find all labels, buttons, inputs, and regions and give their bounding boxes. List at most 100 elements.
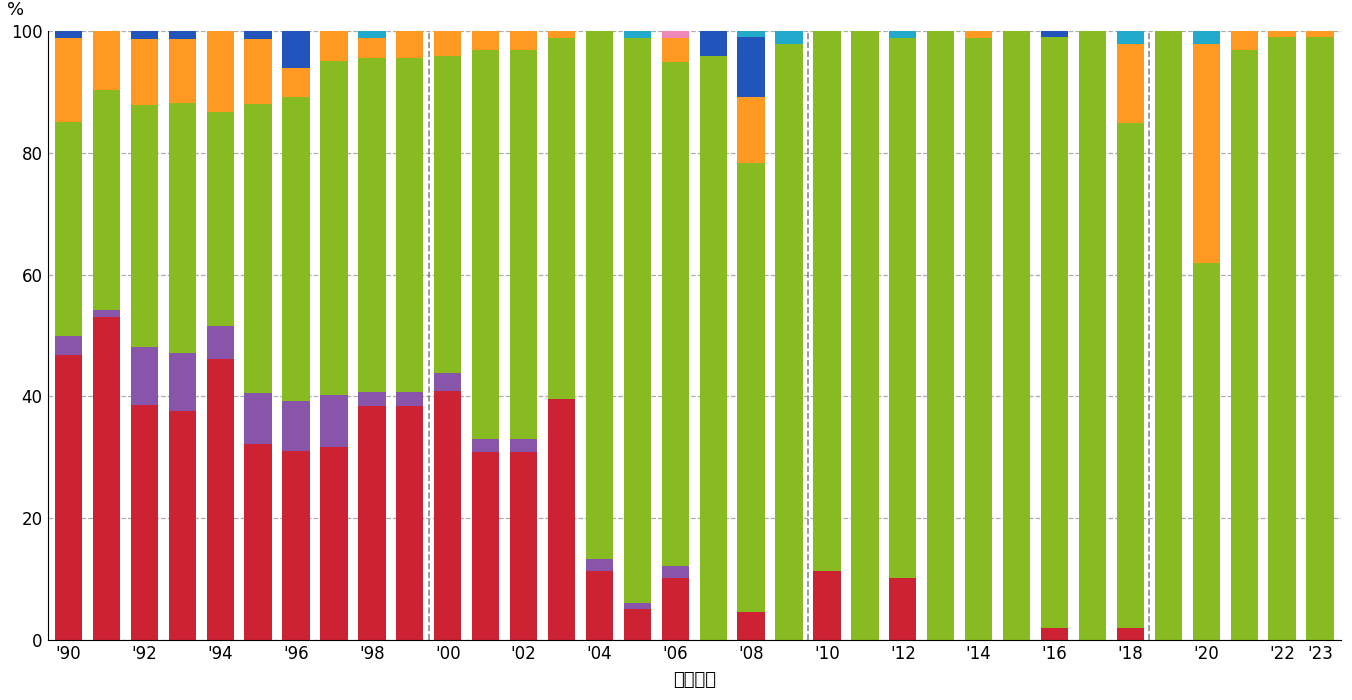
Bar (358, 406, 385, 640)
Bar (737, 37, 765, 97)
Bar (396, 58, 423, 393)
Bar (358, 58, 385, 393)
Bar (396, 406, 423, 640)
Bar (283, 400, 310, 452)
Bar (131, 105, 158, 346)
Bar (1268, 32, 1295, 38)
Bar (1268, 38, 1295, 640)
Bar (131, 38, 158, 105)
Bar (55, 122, 82, 335)
Bar (623, 32, 652, 38)
Bar (814, 32, 841, 571)
Bar (207, 111, 234, 326)
Bar (585, 559, 612, 571)
Bar (1041, 32, 1068, 38)
Bar (623, 609, 652, 640)
Bar (358, 393, 385, 406)
Bar (207, 359, 234, 640)
Bar (548, 32, 575, 38)
Bar (1230, 50, 1257, 640)
Bar (699, 56, 727, 640)
Bar (1192, 32, 1220, 43)
Bar (93, 310, 120, 317)
Bar (1306, 32, 1333, 38)
Bar (434, 56, 461, 373)
Bar (320, 32, 347, 61)
Bar (472, 439, 499, 452)
Bar (320, 395, 347, 447)
Bar (169, 38, 196, 103)
Bar (737, 163, 765, 612)
X-axis label: （年度）: （年度） (673, 671, 715, 689)
Bar (169, 32, 196, 38)
Bar (1155, 32, 1182, 640)
Bar (283, 452, 310, 640)
Bar (1079, 32, 1106, 640)
Bar (169, 411, 196, 640)
Bar (1041, 627, 1068, 640)
Bar (1117, 43, 1144, 122)
Bar (927, 32, 955, 640)
Bar (585, 32, 612, 559)
Bar (661, 578, 690, 640)
Bar (737, 612, 765, 640)
Bar (1117, 122, 1144, 627)
Bar (510, 452, 537, 640)
Bar (776, 32, 803, 43)
Bar (358, 38, 385, 58)
Bar (623, 603, 652, 609)
Bar (890, 38, 917, 577)
Bar (661, 32, 690, 38)
Bar (1192, 43, 1220, 262)
Bar (434, 32, 461, 56)
Bar (852, 32, 879, 640)
Bar (396, 32, 423, 58)
Bar (890, 578, 917, 640)
Bar (472, 452, 499, 640)
Bar (623, 38, 652, 603)
Y-axis label: %: % (7, 1, 24, 19)
Bar (131, 32, 158, 38)
Bar (737, 32, 765, 37)
Bar (890, 32, 917, 38)
Bar (93, 90, 120, 310)
Bar (245, 104, 272, 393)
Bar (169, 103, 196, 354)
Bar (1117, 627, 1144, 640)
Bar (548, 399, 575, 640)
Bar (965, 38, 992, 640)
Bar (434, 391, 461, 640)
Bar (548, 38, 575, 399)
Bar (55, 335, 82, 355)
Bar (661, 62, 690, 566)
Bar (396, 393, 423, 406)
Bar (510, 50, 537, 439)
Bar (510, 32, 537, 50)
Bar (131, 346, 158, 405)
Bar (93, 317, 120, 640)
Bar (320, 61, 347, 395)
Bar (661, 38, 690, 62)
Bar (55, 38, 82, 122)
Bar (131, 405, 158, 640)
Bar (55, 355, 82, 640)
Bar (283, 97, 310, 400)
Bar (585, 571, 612, 640)
Bar (207, 32, 234, 111)
Bar (93, 32, 120, 90)
Bar (661, 566, 690, 578)
Bar (472, 32, 499, 50)
Bar (434, 373, 461, 391)
Bar (1192, 262, 1220, 640)
Bar (55, 32, 82, 38)
Bar (699, 32, 727, 56)
Bar (814, 571, 841, 640)
Bar (1041, 38, 1068, 627)
Bar (1117, 32, 1144, 43)
Bar (283, 68, 310, 97)
Bar (245, 38, 272, 104)
Bar (965, 32, 992, 38)
Bar (245, 444, 272, 640)
Bar (1306, 38, 1333, 640)
Bar (358, 32, 385, 38)
